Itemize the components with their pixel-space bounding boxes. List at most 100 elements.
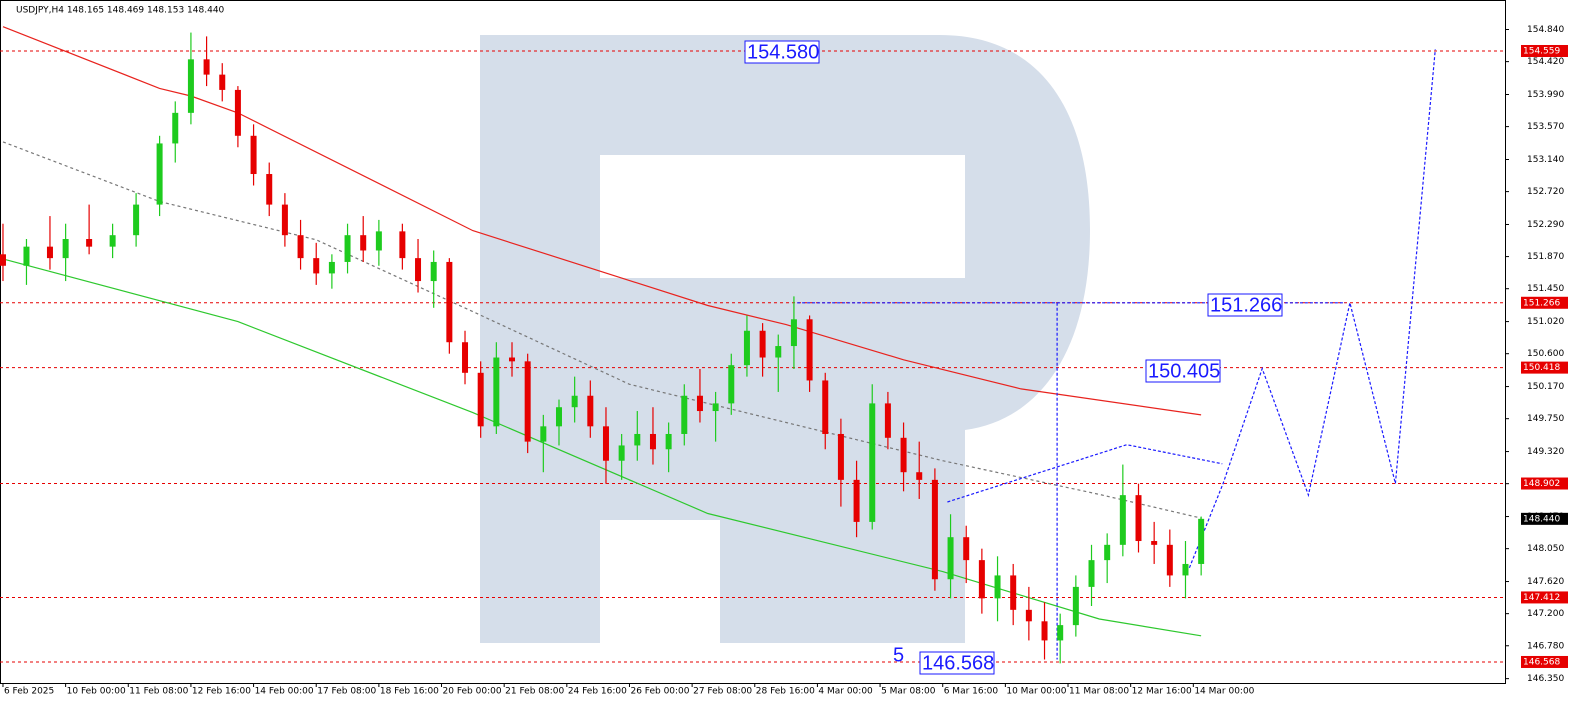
candle-body [602, 426, 609, 461]
level-label: 150.418 [1523, 363, 1560, 373]
candle-body [1057, 625, 1064, 641]
x-tick-label: 28 Feb 16:00 [756, 687, 815, 697]
candle-body [477, 372, 484, 427]
candle-body [172, 112, 179, 144]
candle-body [297, 235, 304, 259]
annotation-box [1207, 293, 1283, 317]
candle-body [822, 380, 829, 434]
annotation: 146.568 [922, 652, 994, 674]
y-tick-label: 148.050 [1527, 544, 1564, 554]
y-tick-label: 151.870 [1527, 252, 1564, 262]
x-tick-label: 10 Feb 00:00 [67, 687, 126, 697]
annotation: 5 [893, 644, 904, 666]
annotation: 154.580 [747, 41, 819, 63]
y-tick-label: 152.290 [1527, 220, 1564, 230]
level-label: 147.412 [1523, 593, 1560, 603]
y-tick-label: 153.140 [1527, 155, 1564, 165]
candle-body [281, 204, 288, 236]
level-label-bg [1521, 655, 1568, 668]
candle-body [712, 403, 719, 412]
candle-body [446, 261, 453, 343]
candle-body [203, 59, 210, 75]
candle-body [916, 472, 923, 480]
level-label: 154.559 [1523, 46, 1560, 56]
candle-body [681, 395, 688, 434]
candle-body [728, 365, 735, 404]
candle-body [759, 330, 766, 358]
candle-body [1010, 575, 1017, 610]
plot-area [0, 26, 1505, 664]
candle-body [156, 143, 163, 205]
candle-body [1104, 544, 1111, 561]
candle-body [462, 342, 469, 373]
line-series [947, 444, 1223, 503]
y-tick-label: 147.620 [1527, 577, 1564, 587]
candle-body [266, 174, 273, 205]
level-label-bg [1521, 477, 1568, 490]
y-tick-label: 151.020 [1527, 317, 1564, 327]
y-tick-label: 153.990 [1527, 90, 1564, 100]
candle-body [250, 135, 257, 175]
y-tick-label: 146.780 [1527, 641, 1564, 651]
candle-body [587, 395, 594, 427]
level-label: 146.568 [1523, 657, 1560, 667]
candle-body [1088, 560, 1095, 587]
candle-body [963, 537, 970, 561]
candle-body [399, 231, 406, 259]
candle-body [219, 74, 226, 90]
candle-body [1198, 518, 1205, 564]
level-label-bg [1521, 361, 1568, 374]
y-tick-label: 152.720 [1527, 187, 1564, 197]
level-label: 151.266 [1523, 298, 1560, 308]
candle-body [1041, 621, 1048, 641]
candle-body [696, 395, 703, 412]
candle-body [994, 575, 1001, 599]
annotation-box [744, 40, 820, 64]
candle-body [649, 433, 656, 450]
x-tick-label: 11 Mar 08:00 [1069, 687, 1129, 697]
candle-body [360, 235, 367, 251]
annotation: 151.266 [1210, 294, 1282, 316]
candle-body [430, 261, 437, 282]
candle-body [1072, 586, 1079, 626]
y-tick-label: 153.570 [1527, 122, 1564, 132]
level-label-bg [1521, 591, 1568, 604]
candle-body [46, 246, 53, 259]
candle-body [1166, 544, 1173, 576]
candle-body [931, 479, 938, 580]
annotation-box [919, 651, 995, 675]
y-tick-label: 149.320 [1527, 447, 1564, 457]
x-tick-label: 21 Feb 08:00 [505, 687, 564, 697]
candle-body [1025, 609, 1032, 622]
x-tick-label: 27 Feb 08:00 [693, 687, 752, 697]
level-label-bg [1521, 296, 1568, 309]
candle-body [1135, 495, 1142, 542]
x-tick-label: 5 Mar 08:00 [881, 687, 936, 697]
candle-body [665, 433, 672, 450]
candle-body [234, 89, 241, 136]
candle-body [187, 59, 194, 113]
candle-body [415, 258, 422, 282]
candle-body [634, 433, 641, 446]
x-tick-label: 4 Mar 00:00 [818, 687, 873, 697]
candle-body [555, 407, 562, 427]
candle-body [790, 319, 797, 347]
candle-body [0, 254, 6, 266]
y-tick-label: 154.840 [1527, 25, 1564, 35]
candle-body [1182, 563, 1189, 576]
x-tick-label: 6 Mar 16:00 [944, 687, 999, 697]
candle-body [328, 261, 335, 274]
candle-body [853, 479, 860, 522]
candle-body [23, 246, 30, 266]
x-tick-label: 11 Feb 08:00 [129, 687, 188, 697]
candle-body [133, 204, 140, 236]
candle-body [509, 357, 516, 362]
candle-body [806, 319, 813, 381]
candle-body [493, 357, 500, 427]
y-tick-label: 147.200 [1527, 609, 1564, 619]
candle-body [524, 361, 531, 442]
x-tick-label: 14 Feb 00:00 [255, 687, 314, 697]
candle-body [344, 235, 351, 262]
x-tick-label: 6 Feb 2025 [4, 687, 54, 697]
